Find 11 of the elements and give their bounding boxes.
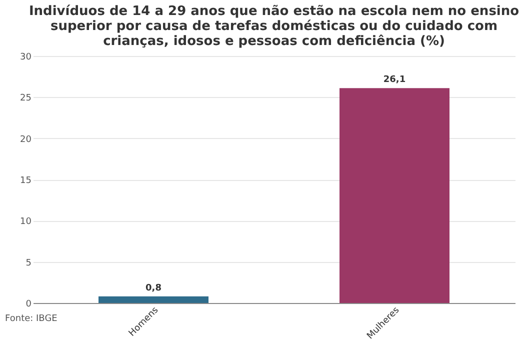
y-tick-label: 5 bbox=[26, 258, 32, 268]
data-label: 0,8 bbox=[146, 283, 162, 294]
y-tick-label: 10 bbox=[20, 217, 32, 228]
y-tick-label: 25 bbox=[20, 94, 32, 104]
y-tick-label: 20 bbox=[20, 134, 32, 145]
y-tick-label: 15 bbox=[20, 176, 32, 186]
chart-title: Indivíduos de 14 a 29 anos que não estão na escola nem no ensino superior por causa de tarefas domésticas ou do cuidado com crianças, idosos e pessoas com deficiência (%) bbox=[28, 4, 520, 49]
source-note: Fonte: IBGE bbox=[5, 314, 58, 324]
y-tick-label: 30 bbox=[20, 52, 32, 62]
data-label: 26,1 bbox=[383, 75, 406, 86]
y-tick-label: 0 bbox=[26, 300, 32, 310]
